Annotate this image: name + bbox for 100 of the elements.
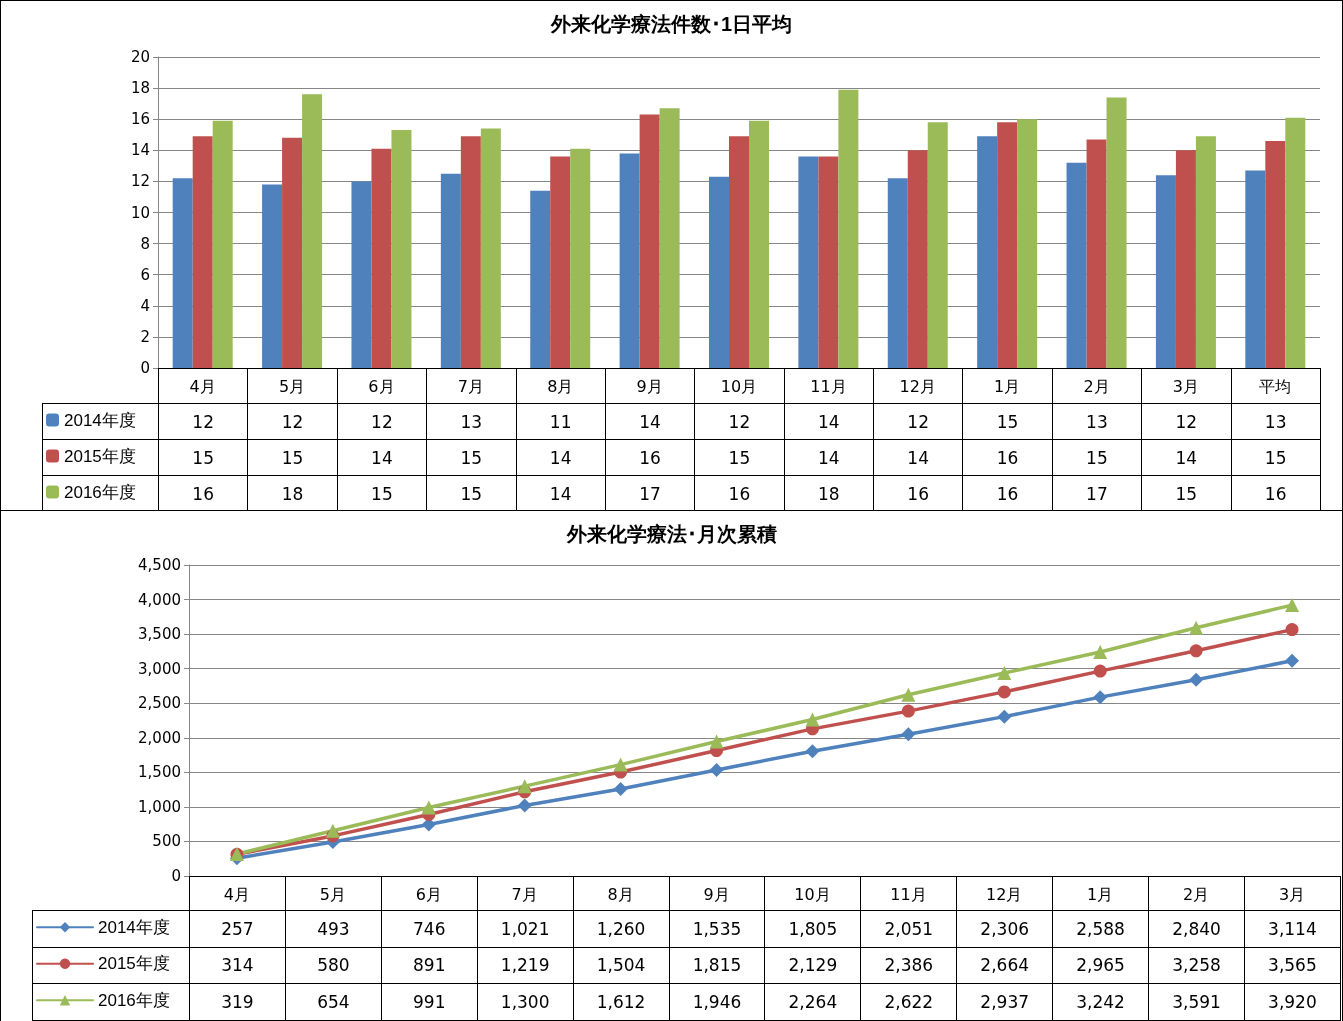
data-label: 1,815 [669, 947, 765, 984]
data-label: 1,504 [573, 947, 670, 984]
data-label: 18 [247, 475, 338, 512]
y-tick-label: 0 [171, 867, 181, 885]
data-label: 15 [337, 475, 427, 512]
data-label: 2,664 [956, 947, 1053, 984]
data-label: 3,920 [1244, 983, 1341, 1020]
legend-label: 2016年度 [64, 482, 136, 502]
data-label: 493 [285, 910, 382, 947]
data-label: 1,805 [764, 910, 861, 947]
y-tick-label: 2,000 [138, 728, 181, 747]
data-label: 15 [426, 439, 516, 476]
y-tick-label: 16 [130, 110, 150, 129]
data-label: 2,386 [860, 947, 957, 984]
data-label: 1,300 [477, 983, 574, 1020]
data-label: 15 [1141, 475, 1231, 512]
data-label: 14 [337, 439, 427, 476]
data-label: 13 [1052, 403, 1142, 440]
data-label: 991 [381, 983, 478, 1020]
data-label: 2,588 [1052, 910, 1149, 947]
data-label: 17 [605, 475, 695, 512]
data-label: 14 [605, 403, 695, 440]
data-label: 314 [189, 947, 286, 984]
y-tick-label: 3,000 [138, 659, 181, 678]
x-tick-label: 平均 [1259, 376, 1292, 396]
x-tick-label: 9月 [703, 884, 730, 904]
y-tick-label: 8 [140, 234, 150, 253]
legend-label: 2015年度 [98, 954, 170, 974]
chart-title: 外来化学療法･月次累積 [565, 523, 777, 545]
x-tick-label: 11月 [810, 376, 847, 396]
x-tick-label: 1月 [994, 376, 1021, 396]
data-label: 3,591 [1148, 983, 1245, 1020]
y-tick-label: 3,500 [138, 625, 181, 644]
data-label: 1,946 [669, 983, 765, 1020]
y-tick-label: 2 [140, 327, 150, 346]
x-tick-label: 4月 [223, 884, 251, 904]
data-label: 16 [1231, 475, 1321, 512]
legend-label: 2014年度 [98, 917, 170, 937]
data-label: 2,937 [956, 983, 1053, 1020]
data-label: 14 [1141, 439, 1231, 476]
data-label: 14 [784, 403, 874, 440]
legend-label: 2014年度 [64, 410, 136, 430]
data-label: 3,258 [1148, 947, 1245, 984]
data-label: 12 [247, 403, 338, 440]
legend-label: 2015年度 [64, 446, 136, 466]
x-tick-label: 1月 [1087, 884, 1114, 904]
data-label: 3,565 [1244, 947, 1341, 984]
data-label: 11 [516, 403, 606, 440]
data-label: 2,840 [1148, 910, 1245, 947]
data-label: 12 [337, 403, 427, 440]
data-label: 1,260 [573, 910, 670, 947]
data-label: 16 [962, 475, 1053, 512]
x-tick-label: 12月 [986, 884, 1023, 904]
data-label: 12 [694, 403, 785, 440]
x-tick-label: 2月 [1083, 376, 1110, 396]
data-label: 12 [1141, 403, 1231, 440]
data-label: 319 [189, 983, 286, 1020]
chart-title: 外来化学療法件数･1日平均 [549, 13, 793, 35]
data-label: 12 [873, 403, 963, 440]
data-label: 891 [381, 947, 478, 984]
data-label: 13 [426, 403, 516, 440]
x-tick-label: 8月 [607, 884, 634, 904]
x-tick-label: 7月 [457, 376, 484, 396]
data-label: 15 [1231, 439, 1321, 476]
data-label: 17 [1052, 475, 1142, 512]
x-tick-label: 3月 [1278, 884, 1306, 904]
x-tick-label: 4月 [189, 376, 216, 396]
x-tick-label: 8月 [547, 376, 574, 396]
data-label: 3,242 [1052, 983, 1149, 1020]
data-label: 16 [873, 475, 963, 512]
x-tick-label: 11月 [890, 884, 927, 904]
y-tick-label: 0 [140, 359, 150, 377]
data-label: 2,965 [1052, 947, 1149, 984]
legend-label: 2016年度 [98, 990, 170, 1010]
y-tick-label: 1,500 [138, 763, 181, 782]
data-label: 15 [694, 439, 785, 476]
x-tick-label: 2月 [1183, 884, 1210, 904]
data-label: 13 [1231, 403, 1321, 440]
x-tick-label: 5月 [278, 376, 306, 396]
data-label: 257 [189, 910, 286, 947]
data-label: 15 [962, 403, 1053, 440]
data-label: 2,051 [860, 910, 957, 947]
y-tick-label: 6 [140, 265, 150, 284]
x-tick-label: 5月 [319, 884, 346, 904]
data-label: 16 [694, 475, 785, 512]
x-tick-label: 9月 [636, 376, 663, 396]
data-label: 1,021 [477, 910, 574, 947]
data-label: 654 [285, 983, 382, 1020]
data-label: 2,306 [956, 910, 1053, 947]
y-tick-label: 4,000 [138, 590, 181, 609]
data-label: 1,219 [477, 947, 574, 984]
data-label: 14 [873, 439, 963, 476]
y-tick-label: 2,500 [138, 694, 181, 713]
data-label: 3,114 [1244, 910, 1341, 947]
x-tick-label: 7月 [511, 884, 538, 904]
data-label: 15 [247, 439, 338, 476]
data-label: 14 [784, 439, 874, 476]
data-label: 16 [605, 439, 695, 476]
data-label: 1,612 [573, 983, 670, 1020]
data-label: 1,535 [669, 910, 765, 947]
